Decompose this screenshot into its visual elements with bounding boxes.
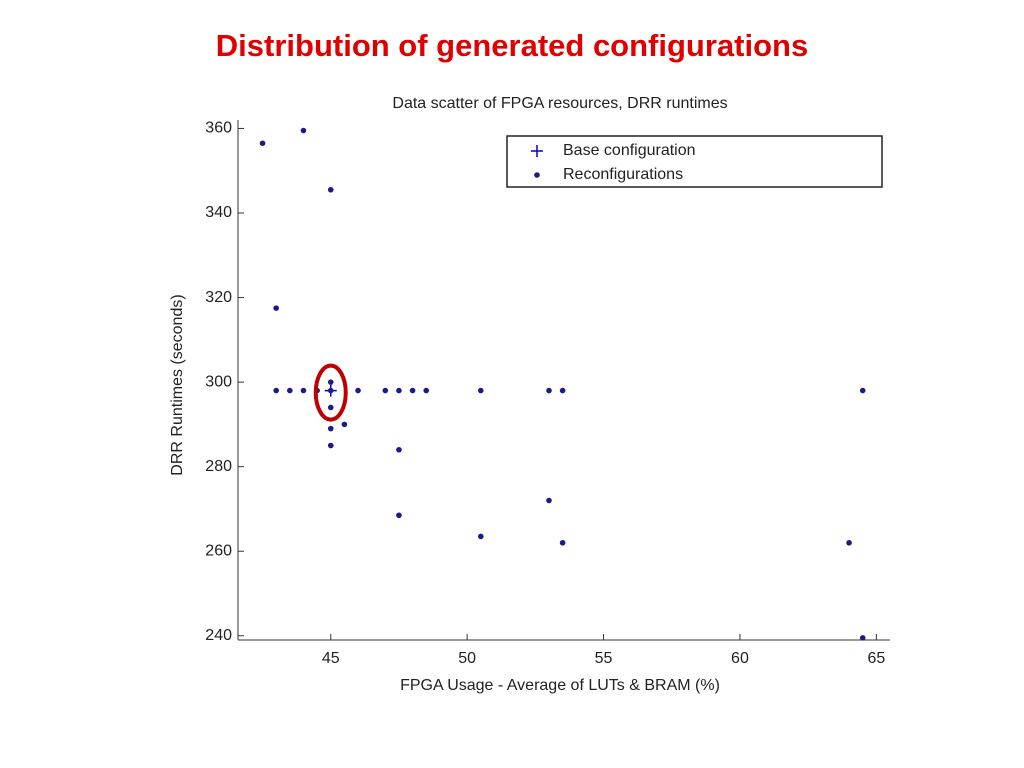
slide-title: Distribution of generated configurations: [216, 28, 808, 63]
point: [559, 539, 566, 546]
highlight-ring: [313, 363, 348, 422]
point: [859, 387, 866, 394]
point: [546, 387, 552, 394]
point: [327, 404, 334, 411]
y-tick-label: 260: [205, 542, 232, 559]
x-tick-label: 50: [458, 650, 476, 667]
point: [300, 387, 307, 394]
point: [859, 635, 866, 641]
y-tick-label: 340: [205, 204, 232, 221]
point: [846, 539, 852, 546]
point: [327, 442, 334, 449]
point: [396, 387, 402, 394]
point: [327, 387, 334, 394]
legend-marker: [534, 172, 540, 178]
y-tick-label: 280: [205, 458, 232, 475]
point: [259, 140, 266, 147]
point: [559, 387, 566, 394]
y-tick-label: 240: [205, 627, 232, 644]
y-tick-label: 360: [205, 120, 232, 137]
point: [409, 387, 416, 394]
point: [546, 497, 552, 504]
point: [273, 387, 279, 394]
legend-box: [506, 135, 883, 188]
point: [396, 446, 402, 453]
chart-title: Data scatter of FPGA resources, DRR runt…: [392, 95, 727, 112]
point: [327, 186, 334, 193]
x-tick-label: 55: [595, 650, 613, 667]
x-axis-label: FPGA Usage - Average of LUTs & BRAM (%): [400, 677, 720, 694]
point: [382, 387, 389, 394]
point: [327, 425, 334, 432]
point: [477, 387, 484, 394]
point: [327, 379, 334, 385]
y-tick-label: 300: [205, 373, 232, 390]
point: [273, 305, 279, 311]
x-tick-label: 60: [731, 650, 749, 667]
legend-label: Reconfigurations: [563, 166, 683, 183]
point: [341, 421, 348, 428]
point: [300, 127, 307, 134]
y-axis-label: DRR Runtimes (seconds): [169, 294, 186, 475]
point: [423, 387, 430, 394]
legend-label: Base configuration: [563, 142, 696, 159]
point: [287, 387, 293, 394]
point: [396, 512, 402, 519]
point: [355, 387, 361, 394]
x-tick-label: 45: [322, 650, 340, 667]
legend-marker: [531, 145, 543, 157]
point: [477, 533, 484, 540]
y-tick-label: 320: [205, 289, 232, 306]
x-tick-label: 65: [867, 650, 885, 667]
